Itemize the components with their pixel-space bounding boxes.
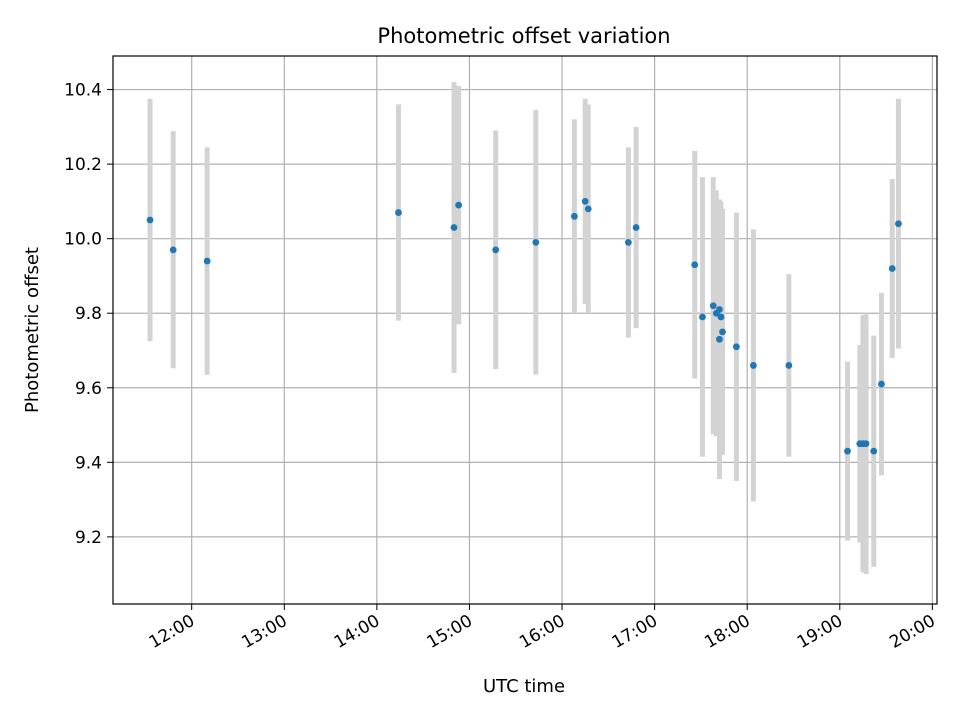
x-tick-label: 15:00 — [424, 611, 476, 653]
data-point — [532, 238, 540, 246]
data-points — [146, 197, 902, 455]
x-tick-label: 19:00 — [794, 611, 846, 653]
data-point — [862, 440, 870, 448]
y-axis-title: Photometric offset — [22, 247, 43, 413]
data-point — [749, 362, 757, 369]
data-point — [717, 313, 725, 321]
data-point — [570, 212, 578, 220]
data-point — [624, 238, 632, 246]
data-point — [203, 257, 211, 265]
data-point — [492, 246, 500, 254]
data-point — [450, 224, 458, 231]
data-point — [632, 224, 640, 231]
data-point — [455, 201, 463, 209]
data-point — [888, 265, 896, 272]
data-point — [785, 362, 793, 369]
x-axis: 12:00 13:00 14:00 15:00 16:00 17:00 18:00 19:00… — [146, 604, 939, 653]
x-axis-title: UTC time — [483, 676, 565, 697]
data-point — [146, 216, 154, 224]
y-tick-label: 9.4 — [75, 453, 102, 473]
errorbars — [147, 82, 901, 575]
data-point — [719, 328, 726, 336]
x-tick-label: 14:00 — [331, 611, 383, 653]
x-tick-label: 12:00 — [146, 611, 198, 653]
data-point — [716, 306, 723, 313]
data-point — [878, 380, 885, 388]
data-point — [584, 205, 592, 213]
y-tick-label: 9.2 — [75, 528, 102, 548]
y-tick-label: 10.2 — [64, 155, 102, 175]
data-point — [709, 302, 717, 310]
data-point — [581, 197, 589, 205]
grid — [113, 56, 937, 604]
y-tick-label: 9.6 — [75, 379, 102, 399]
x-tick-label: 16:00 — [516, 611, 568, 653]
y-tick-label: 10.4 — [64, 81, 102, 101]
data-point — [169, 246, 177, 254]
x-tick-label: 18:00 — [701, 611, 753, 653]
data-point — [716, 335, 723, 343]
y-tick-label: 9.8 — [75, 304, 102, 324]
data-point — [844, 447, 851, 455]
data-point — [733, 343, 740, 351]
data-point — [699, 313, 706, 321]
chart-title: Photometric offset variation — [377, 24, 670, 48]
y-axis: 9.2 9.4 9.6 9.8 10.0 10.2 10.4 — [64, 81, 113, 548]
data-point — [895, 220, 902, 228]
data-point — [691, 261, 699, 269]
y-tick-label: 10.0 — [64, 230, 102, 250]
x-tick-label: 13:00 — [238, 611, 290, 653]
x-tick-label: 17:00 — [609, 611, 661, 653]
x-tick-label: 20:00 — [886, 611, 938, 653]
data-point — [395, 209, 402, 216]
plot-frame — [112, 55, 938, 605]
data-point — [870, 447, 878, 455]
